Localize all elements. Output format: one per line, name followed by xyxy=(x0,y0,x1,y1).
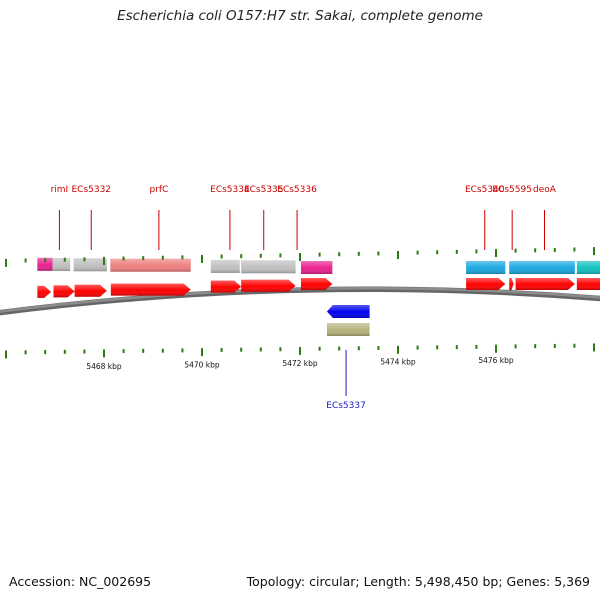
gene-label: ECs5332 xyxy=(71,185,111,195)
genome-backbone xyxy=(0,286,600,316)
forward-cds-arrow-shade xyxy=(74,284,107,297)
feature-bar-shade xyxy=(576,261,600,274)
forward-cds-arrow-shade xyxy=(300,278,333,290)
forward-cds-arrow-shade xyxy=(466,278,506,290)
scale-tick-label: 5474 kbp xyxy=(380,358,416,367)
scale-ticks: 5468 kbp 5470 kbp 5472 kbp 5474 kbp 5476 kbp xyxy=(5,247,595,371)
scale-tick-label: 5470 kbp xyxy=(184,360,220,369)
scale-tick-label: 5476 kbp xyxy=(478,356,514,365)
feature-bar-shade xyxy=(241,260,296,274)
gene-label: ECs5335 xyxy=(244,185,284,195)
feature-bar-shade xyxy=(210,259,240,273)
genome-summary-text: Topology: circular; Length: 5,498,450 bp… xyxy=(246,574,590,589)
forward-cds-arrow-shade xyxy=(515,278,575,290)
gene-label: ECs5595 xyxy=(492,185,532,195)
gene-label: prfC xyxy=(149,185,168,195)
feature-bar-shade xyxy=(37,257,53,271)
forward-cds-track xyxy=(37,278,600,298)
feature-bar-shade xyxy=(466,261,506,274)
forward-cds-arrow-shade xyxy=(37,285,52,298)
scale-tick-label: 5468 kbp xyxy=(86,362,122,371)
forward-cds-arrow-shade xyxy=(241,279,296,292)
feature-bar-shade xyxy=(73,258,107,272)
reverse-feature-bar-shade xyxy=(326,323,370,336)
forward-cds-arrow-shade xyxy=(576,278,600,290)
feature-bar-shade xyxy=(110,258,191,272)
feature-track xyxy=(37,257,600,274)
gene-label: deoA xyxy=(533,185,557,195)
gene-label: ECs5340 xyxy=(465,185,505,195)
feature-bar-shade xyxy=(509,261,575,274)
forward-cds-arrow-shade xyxy=(509,278,514,290)
map-title: Escherichia coli O157:H7 str. Sakai, com… xyxy=(117,8,483,24)
forward-cds-arrow-shade xyxy=(110,283,191,296)
forward-cds-arrow-shade xyxy=(210,280,242,293)
feature-bar-shade xyxy=(300,261,333,274)
scale-tick-label: 5472 kbp xyxy=(282,359,318,368)
reverse-cds-track xyxy=(326,305,370,318)
reverse-feature-track xyxy=(326,323,370,336)
forward-cds-arrow-shade xyxy=(53,285,75,298)
accession-text: Accession: NC_002695 xyxy=(9,574,152,589)
gene-label: ECs5336 xyxy=(277,185,317,195)
reverse-gene-label: ECs5337 xyxy=(326,401,366,411)
reverse-cds-arrow-shade xyxy=(326,305,370,318)
gene-label: rimI xyxy=(51,185,69,195)
backbone-arc xyxy=(0,286,600,313)
gene-label: ECs5334 xyxy=(210,185,250,195)
feature-bar-shade xyxy=(52,258,71,272)
